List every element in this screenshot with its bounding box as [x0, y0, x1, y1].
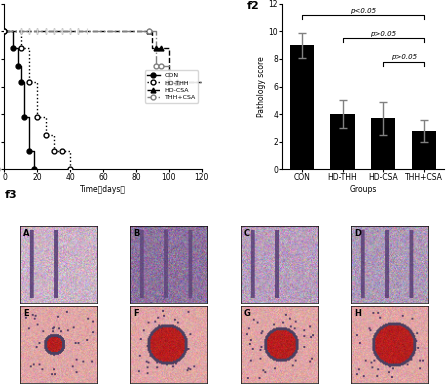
Text: C: C: [244, 229, 250, 238]
Text: f3: f3: [4, 190, 17, 200]
Text: G: G: [244, 309, 250, 318]
Text: E: E: [23, 309, 29, 318]
Text: F: F: [134, 309, 139, 318]
X-axis label: Groups: Groups: [349, 185, 377, 194]
Text: A: A: [23, 229, 30, 238]
Text: p>0.05: p>0.05: [391, 54, 417, 60]
Y-axis label: Pathology score: Pathology score: [257, 56, 266, 117]
Text: B: B: [134, 229, 140, 238]
Text: p>0.05: p>0.05: [370, 31, 396, 37]
Text: p<0.05: p<0.05: [350, 7, 376, 14]
Text: D: D: [354, 229, 361, 238]
X-axis label: Time（days）: Time（days）: [80, 185, 126, 194]
Bar: [371, 118, 396, 169]
Legend: CON, HD-THH, HD-CSA, THH+CSA: CON, HD-THH, HD-CSA, THH+CSA: [145, 70, 198, 103]
Text: f2: f2: [247, 0, 259, 10]
Bar: [412, 131, 436, 169]
Bar: [289, 45, 314, 169]
Bar: [330, 114, 355, 169]
Text: H: H: [354, 309, 361, 318]
